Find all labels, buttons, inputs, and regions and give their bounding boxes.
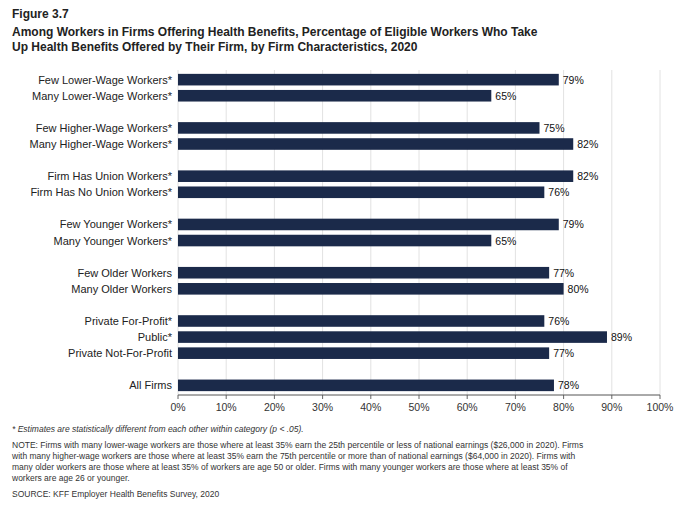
grid-line [611,70,612,395]
x-axis: 0% 10% 20% 30% 40% 50% 60% 70% 80% 90% 100% [170,395,673,413]
category-label: Few Older Workers [77,267,172,279]
grid-line [467,70,468,395]
bar [178,138,573,150]
tick-mark [178,395,179,399]
category-label: Many Younger Workers* [54,235,173,247]
bar [178,74,559,86]
tick-mark [467,395,468,399]
bar [178,267,549,279]
data-label: 79% [563,218,584,230]
data-label: 76% [548,315,569,327]
category-label: Firm Has Union Workers* [48,170,173,182]
grid-line [419,70,420,395]
bar [178,347,549,359]
data-label: 65% [495,90,516,102]
data-label: 76% [548,186,569,198]
data-label: 82% [577,170,598,182]
title: Figure 3.7 [12,7,69,21]
bar [178,122,540,134]
tick-label: 20% [264,401,285,413]
data-label: 65% [495,235,516,247]
text-line: SOURCE: KFF Employer Health Benefits Sur… [12,489,220,499]
text-line: NOTE: Firms with many lower-wage workers… [12,440,583,450]
text-line: Figure 3.7 [12,7,69,21]
data-label: 89% [611,331,632,343]
tick-label: 0% [170,401,185,413]
tick-label: 10% [216,401,237,413]
tick-mark [611,395,612,399]
bar [178,380,554,392]
tick-mark [322,395,323,399]
subtitle: Among Workers in Firms Offering Health B… [12,25,538,54]
tick-mark [515,395,516,399]
text-line: Among Workers in Firms Offering Health B… [12,25,538,39]
bar [178,90,491,102]
data-label: 75% [544,122,565,134]
tick-label: 70% [505,401,526,413]
category-label: Public* [138,331,173,343]
category-label: Private Not-For-Profit [68,347,172,359]
category-label: Many Lower-Wage Workers* [32,90,173,102]
grid-line [370,70,371,395]
grid-line [515,70,516,395]
tick-label: 40% [360,401,381,413]
chart: Figure 3.7 Among Workers in Firms Offerin… [0,0,698,525]
tick-mark [660,395,661,399]
category-label: Many Higher-Wage Workers* [30,138,173,150]
labels: All Firms 78% Private Not-For-Profit 77% Pub… [30,74,632,392]
tick-label: 90% [601,401,622,413]
text-line: Up Health Benefits Offered by Their Firm… [12,40,418,54]
footnote: NOTE: Firms with many lower-wage workers… [11,440,583,483]
tick-label: 80% [553,401,574,413]
grid-line [274,70,275,395]
category-label: Few Higher-Wage Workers* [36,122,173,134]
grid [178,70,660,395]
text-line: workers are age 26 or younger. [11,473,130,483]
tick-mark [370,395,371,399]
data-label: 78% [558,379,579,391]
footnote: * Estimates are statistically different … [12,424,304,434]
tick-label: 50% [408,401,429,413]
grid-line [660,70,661,395]
tick-mark [274,395,275,399]
grid-line [322,70,323,395]
text-line: many older workers are those where at le… [12,462,568,472]
category-label: Private For-Profit* [85,315,173,327]
footnotes: * Estimates are statistically different … [11,424,583,499]
bar [178,331,607,343]
axis-line [178,395,660,396]
data-label: 79% [563,74,584,86]
bar [178,235,491,247]
tick-mark [563,395,564,399]
footnote: SOURCE: KFF Employer Health Benefits Sur… [12,489,220,499]
bars [178,74,607,391]
bar [178,283,564,295]
category-label: Few Lower-Wage Workers* [38,74,173,86]
data-label: 80% [568,283,589,295]
data-label: 77% [553,267,574,279]
bar [178,315,544,327]
tick-mark [419,395,420,399]
bar [178,170,573,182]
tick-label: 30% [312,401,333,413]
tick-mark [226,395,227,399]
text-line: * Estimates are statistically different … [12,424,304,434]
category-label: Firm Has No Union Workers* [30,186,172,198]
bar [178,186,544,198]
category-label: Many Older Workers [71,283,172,295]
category-label: All Firms [129,379,172,391]
data-label: 82% [577,138,598,150]
bar [178,219,559,231]
data-label: 77% [553,347,574,359]
grid-line [178,70,179,395]
tick-label: 60% [457,401,478,413]
grid-line [226,70,227,395]
category-label: Few Younger Workers* [60,218,173,230]
tick-label: 100% [647,401,674,413]
text-line: with many higher-wage workers are those … [11,451,575,461]
